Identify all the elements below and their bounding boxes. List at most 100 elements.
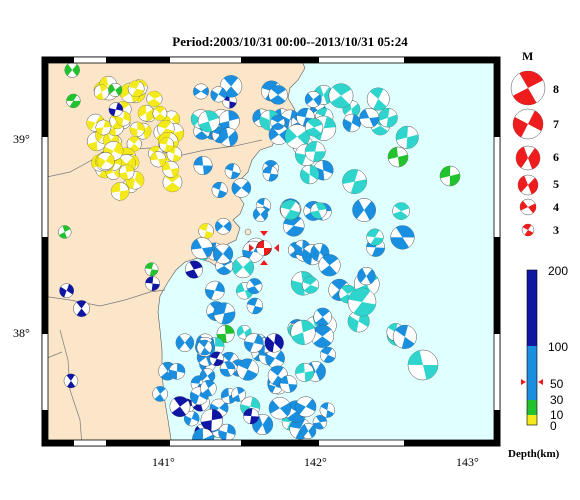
depth-tick-50: 50 <box>550 377 564 391</box>
depth-tick-100: 100 <box>548 340 568 354</box>
beachball-icon <box>146 90 163 107</box>
beachball-icon <box>219 361 236 377</box>
beachball-icon <box>439 165 461 187</box>
beachball-icon <box>193 83 209 100</box>
beachball-icon <box>359 108 380 128</box>
beachball-icon <box>162 160 180 178</box>
beachball-icon <box>279 375 298 393</box>
beachball-icon <box>210 86 227 103</box>
depth-label: Depth(km) <box>508 448 560 460</box>
beachball-icon <box>96 152 115 170</box>
beachball-icon <box>392 324 417 349</box>
beachball-icon <box>108 82 123 97</box>
map-frame <box>41 56 501 447</box>
beachball-icon <box>95 119 112 136</box>
magnitude-label-6: 6 <box>553 150 559 164</box>
beachball-icon <box>215 218 232 235</box>
beachball-icon <box>517 174 539 196</box>
beachball-icon <box>197 110 220 133</box>
beachball-icon <box>268 85 288 105</box>
beachball-icon <box>310 324 334 348</box>
beachball-icon <box>304 118 324 137</box>
beachball-icon <box>392 202 410 220</box>
beachball-icon <box>126 136 142 152</box>
beachball-icon <box>387 146 409 168</box>
beachball-icon <box>211 181 228 198</box>
beachball-icon <box>319 402 335 418</box>
main-shock-icon <box>249 231 279 265</box>
magnitude-legend-header: M <box>522 49 533 63</box>
beachball-icon <box>313 307 332 327</box>
beachball-icon <box>252 206 269 222</box>
beachball-icon <box>58 225 72 239</box>
beachball-icon <box>310 243 330 262</box>
beachball-icon <box>108 102 124 117</box>
map-area <box>42 57 500 446</box>
lat-tick-39: 39° <box>13 132 30 146</box>
beachball-icon <box>510 70 546 106</box>
beachball-icon <box>64 62 80 78</box>
depth-tick-30: 30 <box>550 393 564 407</box>
depth-tick-10: 10 <box>550 408 564 422</box>
magnitude-legend: M 8 7 6 5 4 3 <box>510 49 559 237</box>
beachball-icon <box>512 108 544 140</box>
magnitude-label-3: 3 <box>553 223 559 237</box>
depth-tick-0: 0 <box>550 419 557 433</box>
beachball-icon <box>216 324 235 343</box>
lat-tick-38: 38° <box>13 326 30 340</box>
beachball-icon <box>295 396 317 418</box>
beachball-icon <box>224 163 241 179</box>
beachball-icon <box>407 349 439 381</box>
beachball-icon <box>152 105 168 121</box>
beachball-icon <box>175 333 195 352</box>
beachball-icon <box>304 141 326 162</box>
earthquake-layer <box>58 62 461 446</box>
beachball-icon <box>268 397 292 420</box>
beachball-icon <box>519 198 537 216</box>
beachball-icon <box>212 243 234 264</box>
beachball-icon <box>231 387 246 402</box>
beachball-icon <box>246 278 263 295</box>
beachball-icon <box>110 182 130 201</box>
beachball-icon <box>168 363 186 380</box>
beachball-icon <box>395 125 419 149</box>
beachball-icon <box>290 319 316 345</box>
beachball-icon <box>243 408 260 425</box>
beachball-icon <box>264 333 284 353</box>
beachball-icon <box>310 202 327 219</box>
magnitude-label-4: 4 <box>553 200 559 214</box>
colorbar-surface <box>527 415 537 425</box>
beachball-icon <box>301 276 319 294</box>
map-title: Period:2003/10/31 00:00--2013/10/31 05:2… <box>172 34 408 49</box>
beachball-icon <box>145 276 160 291</box>
beachball-icon <box>304 91 322 108</box>
beachball-icon <box>236 358 259 381</box>
beachball-icon <box>319 346 337 363</box>
beachball-icon <box>318 254 341 277</box>
beachball-icon <box>159 137 174 153</box>
main-shock-depth-marker <box>521 379 526 385</box>
beachball-icon <box>144 262 159 277</box>
beachball-icon <box>280 199 301 220</box>
beachball-icon <box>231 178 252 198</box>
beachball-icon <box>59 283 74 298</box>
beachball-icon <box>328 83 354 109</box>
magnitude-label-7: 7 <box>553 117 559 131</box>
beachball-icon <box>218 127 238 147</box>
beachball-icon <box>66 93 81 109</box>
beachball-icon <box>183 410 200 427</box>
beachball-icon <box>347 287 377 317</box>
beachball-icon <box>191 237 213 260</box>
depth-tick-200: 200 <box>548 264 568 278</box>
beachball-icon <box>244 333 264 353</box>
beachball-icon <box>200 379 217 397</box>
beachball-icon <box>265 348 285 369</box>
beachball-icon <box>196 339 213 356</box>
beachball-icon <box>193 156 213 175</box>
beachball-icon <box>366 87 390 111</box>
beachball-icon <box>270 115 286 130</box>
beachball-icon <box>218 423 236 442</box>
beachball-icon <box>390 225 415 250</box>
beachball-icon <box>137 104 155 122</box>
beachball-icon <box>342 169 367 194</box>
